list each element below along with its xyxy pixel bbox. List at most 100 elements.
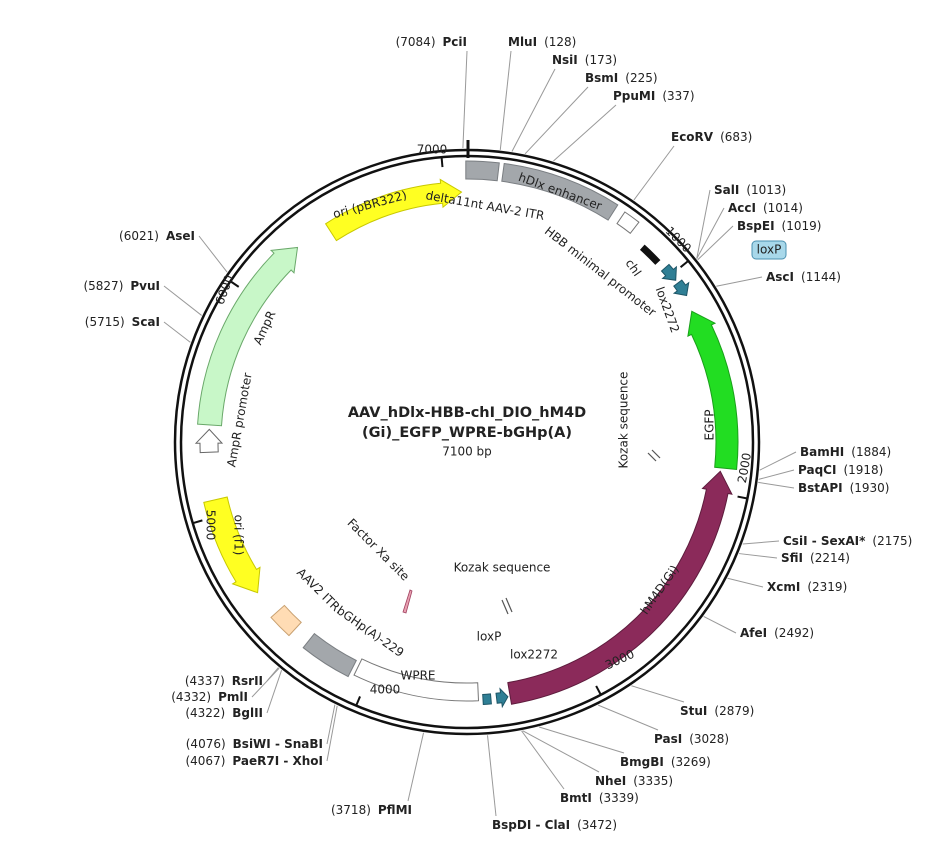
site-label: SfiI (2214) — [781, 551, 850, 565]
site-name: PvuI — [130, 279, 160, 293]
site-name: SalI — [714, 183, 739, 197]
site-label: (4322) BglII — [185, 706, 263, 720]
feature-label: Kozak sequence — [454, 561, 551, 575]
site-leader — [163, 321, 191, 343]
site-label: NsiI (173) — [552, 53, 617, 67]
site-label: BspDI - ClaI (3472) — [492, 818, 617, 832]
site-leader — [198, 235, 228, 273]
feature-band — [203, 496, 261, 594]
plasmid-size: 7100 bp — [442, 445, 492, 459]
site-leader — [407, 732, 425, 802]
site-position: (2319) — [807, 580, 847, 594]
site-label: AccI (1014) — [728, 201, 803, 215]
site-position: (2879) — [714, 704, 754, 718]
feature-band — [687, 310, 739, 471]
site-position: (5827) — [83, 279, 123, 293]
site-name: AscI — [766, 270, 794, 284]
site-label: (7084) PciI — [396, 35, 467, 49]
site-label: PpuMI (337) — [613, 89, 695, 103]
site-leader — [326, 704, 336, 745]
site-leader — [326, 705, 338, 762]
site-leader — [462, 50, 468, 149]
site-name: MluI — [508, 35, 537, 49]
site-position: (1014) — [763, 201, 803, 215]
site-name: XcmI — [767, 580, 800, 594]
factor-xa-mark — [402, 589, 413, 614]
site-name: BamHI — [800, 445, 844, 459]
site-leader — [633, 145, 675, 201]
kozak-mark — [501, 599, 509, 615]
site-position: (1144) — [801, 270, 841, 284]
site-position: (3028) — [689, 732, 729, 746]
site-label: BsmI (225) — [585, 71, 658, 85]
site-leader — [696, 189, 711, 259]
ruler-tick — [229, 280, 240, 288]
site-leader — [703, 616, 737, 634]
site-label: XcmI (2319) — [767, 580, 847, 594]
site-leader — [251, 667, 280, 698]
site-label: (4337) RsrII — [185, 674, 263, 688]
site-leader — [697, 225, 734, 261]
title-line: (Gi)_EGFP_WPRE-bGHp(A) — [362, 425, 572, 441]
site-label: (4332) PmlI — [171, 690, 248, 704]
site-position: (6021) — [119, 229, 159, 243]
feature-label: ori (f1) — [232, 515, 246, 556]
site-leader — [521, 730, 565, 790]
site-label: PaqCI (1918) — [798, 463, 883, 477]
site-leader — [716, 276, 763, 287]
site-label: (5715) ScaI — [85, 315, 160, 329]
site-position: (5715) — [85, 315, 125, 329]
feature-label: Kozak sequence — [617, 372, 631, 469]
site-name: PmlI — [218, 690, 248, 704]
site-leader — [487, 735, 497, 817]
site-label: EcoRV (683) — [671, 130, 752, 144]
site-leader — [738, 553, 778, 559]
ruler-tick — [440, 157, 444, 168]
kozak-mark — [647, 452, 657, 462]
site-label: AscI (1144) — [766, 270, 841, 284]
site-position: (1918) — [843, 463, 883, 477]
site-leader — [727, 577, 764, 588]
site-position: (1013) — [746, 183, 786, 197]
site-name: BspDI - ClaI — [492, 818, 570, 832]
feature-band — [353, 658, 480, 702]
site-name: RsrII — [232, 674, 263, 688]
site-leader — [499, 50, 512, 150]
feature-band — [507, 470, 733, 705]
feature-band — [616, 211, 640, 235]
site-name: PaqCI — [798, 463, 836, 477]
feature-band — [465, 160, 500, 182]
site-leader — [511, 68, 556, 152]
site-position: (3718) — [331, 803, 371, 817]
ruler-tick — [595, 685, 602, 696]
site-name: PpuMI — [613, 89, 655, 103]
site-position: (3269) — [671, 755, 711, 769]
feature-band — [639, 244, 661, 265]
site-position: (4322) — [185, 706, 225, 720]
site-position: (1884) — [851, 445, 891, 459]
site-leader — [631, 685, 685, 703]
title-line: AAV_hDlx-HBB-chI_DIO_hM4D — [348, 405, 586, 421]
site-name: AfeI — [740, 626, 767, 640]
site-name: PasI — [654, 732, 682, 746]
site-name: BspEI — [737, 219, 775, 233]
site-position: (225) — [625, 71, 657, 85]
site-position: (683) — [720, 130, 752, 144]
site-label: StuI (2879) — [680, 704, 754, 718]
site-leader — [553, 104, 617, 162]
site-position: (3335) — [633, 774, 673, 788]
feature-label: lox2272 — [510, 648, 558, 662]
site-label: BmtI (3339) — [560, 791, 639, 805]
feature-label: Factor Xa site — [345, 516, 413, 584]
feature-band — [270, 604, 302, 637]
sites: (7084) PciI MluI (128) NsiI (173) BsmI (225) Ppu… — [83, 35, 912, 832]
ruler-tick — [679, 260, 689, 268]
site-position: (4076) — [186, 737, 226, 751]
site-position: (337) — [662, 89, 694, 103]
site-leader — [538, 726, 625, 754]
ruler-tick — [192, 519, 203, 525]
feature-band — [482, 693, 492, 706]
site-label: PasI (3028) — [654, 732, 729, 746]
site-name: AseI — [166, 229, 195, 243]
feature-band — [660, 263, 677, 281]
